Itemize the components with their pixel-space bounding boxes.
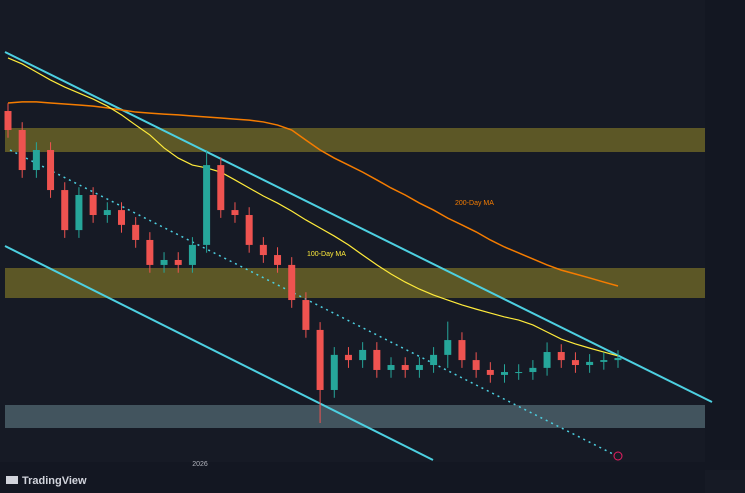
candle-body — [302, 300, 310, 330]
candle-body — [132, 224, 140, 240]
candle-body — [89, 194, 97, 216]
candle-body — [387, 365, 395, 370]
candle-body — [330, 354, 338, 390]
candle-body — [430, 354, 438, 366]
logo — [6, 476, 18, 484]
candle-body — [344, 354, 352, 361]
candle-body — [18, 129, 26, 171]
candle-body — [32, 150, 40, 171]
series-label: 200-Day MA — [455, 200, 494, 207]
candle-body — [444, 340, 452, 355]
candle-body — [571, 360, 579, 366]
candle-body — [586, 361, 594, 366]
candle-body — [188, 244, 196, 265]
candle-body — [203, 165, 211, 245]
moving-average — [7, 57, 619, 357]
zone — [5, 128, 705, 152]
candle-body — [47, 150, 55, 191]
zone — [5, 268, 705, 298]
candle-body — [146, 239, 154, 265]
candle-body — [543, 352, 551, 368]
candle-body — [557, 352, 565, 361]
candle-body — [75, 194, 83, 231]
zone — [5, 405, 705, 428]
candle-body — [259, 244, 267, 256]
candle-body — [401, 365, 409, 370]
candle-body — [217, 165, 225, 211]
marker — [613, 451, 623, 461]
candle-body — [486, 369, 494, 375]
candle-body — [501, 372, 509, 375]
candle-body — [103, 210, 111, 216]
candle-body — [160, 259, 168, 265]
candle-body — [316, 329, 324, 390]
candle-body — [600, 360, 608, 362]
candle-body — [458, 340, 466, 361]
series-label: 100-Day MA — [307, 251, 346, 258]
candle-body — [472, 360, 480, 370]
candle-body — [288, 264, 296, 301]
candle-body — [117, 210, 125, 225]
candle-body — [415, 365, 423, 370]
x-tick-label: 2026 — [192, 461, 208, 468]
brand: TradingView — [22, 475, 87, 487]
candle-body — [274, 255, 282, 265]
candle-body — [515, 372, 523, 374]
candle-body — [4, 111, 12, 130]
candle-body — [373, 349, 381, 370]
time-axis — [0, 462, 705, 493]
candle-body — [231, 210, 239, 216]
price-axis — [705, 0, 745, 470]
candle-body — [61, 190, 69, 231]
channel-line — [4, 245, 434, 461]
candle-body — [529, 367, 537, 373]
candle-body — [245, 215, 253, 245]
candle-body — [359, 349, 367, 361]
channel-midline — [9, 149, 616, 456]
candle-body — [174, 259, 182, 265]
candle-body — [614, 358, 622, 361]
